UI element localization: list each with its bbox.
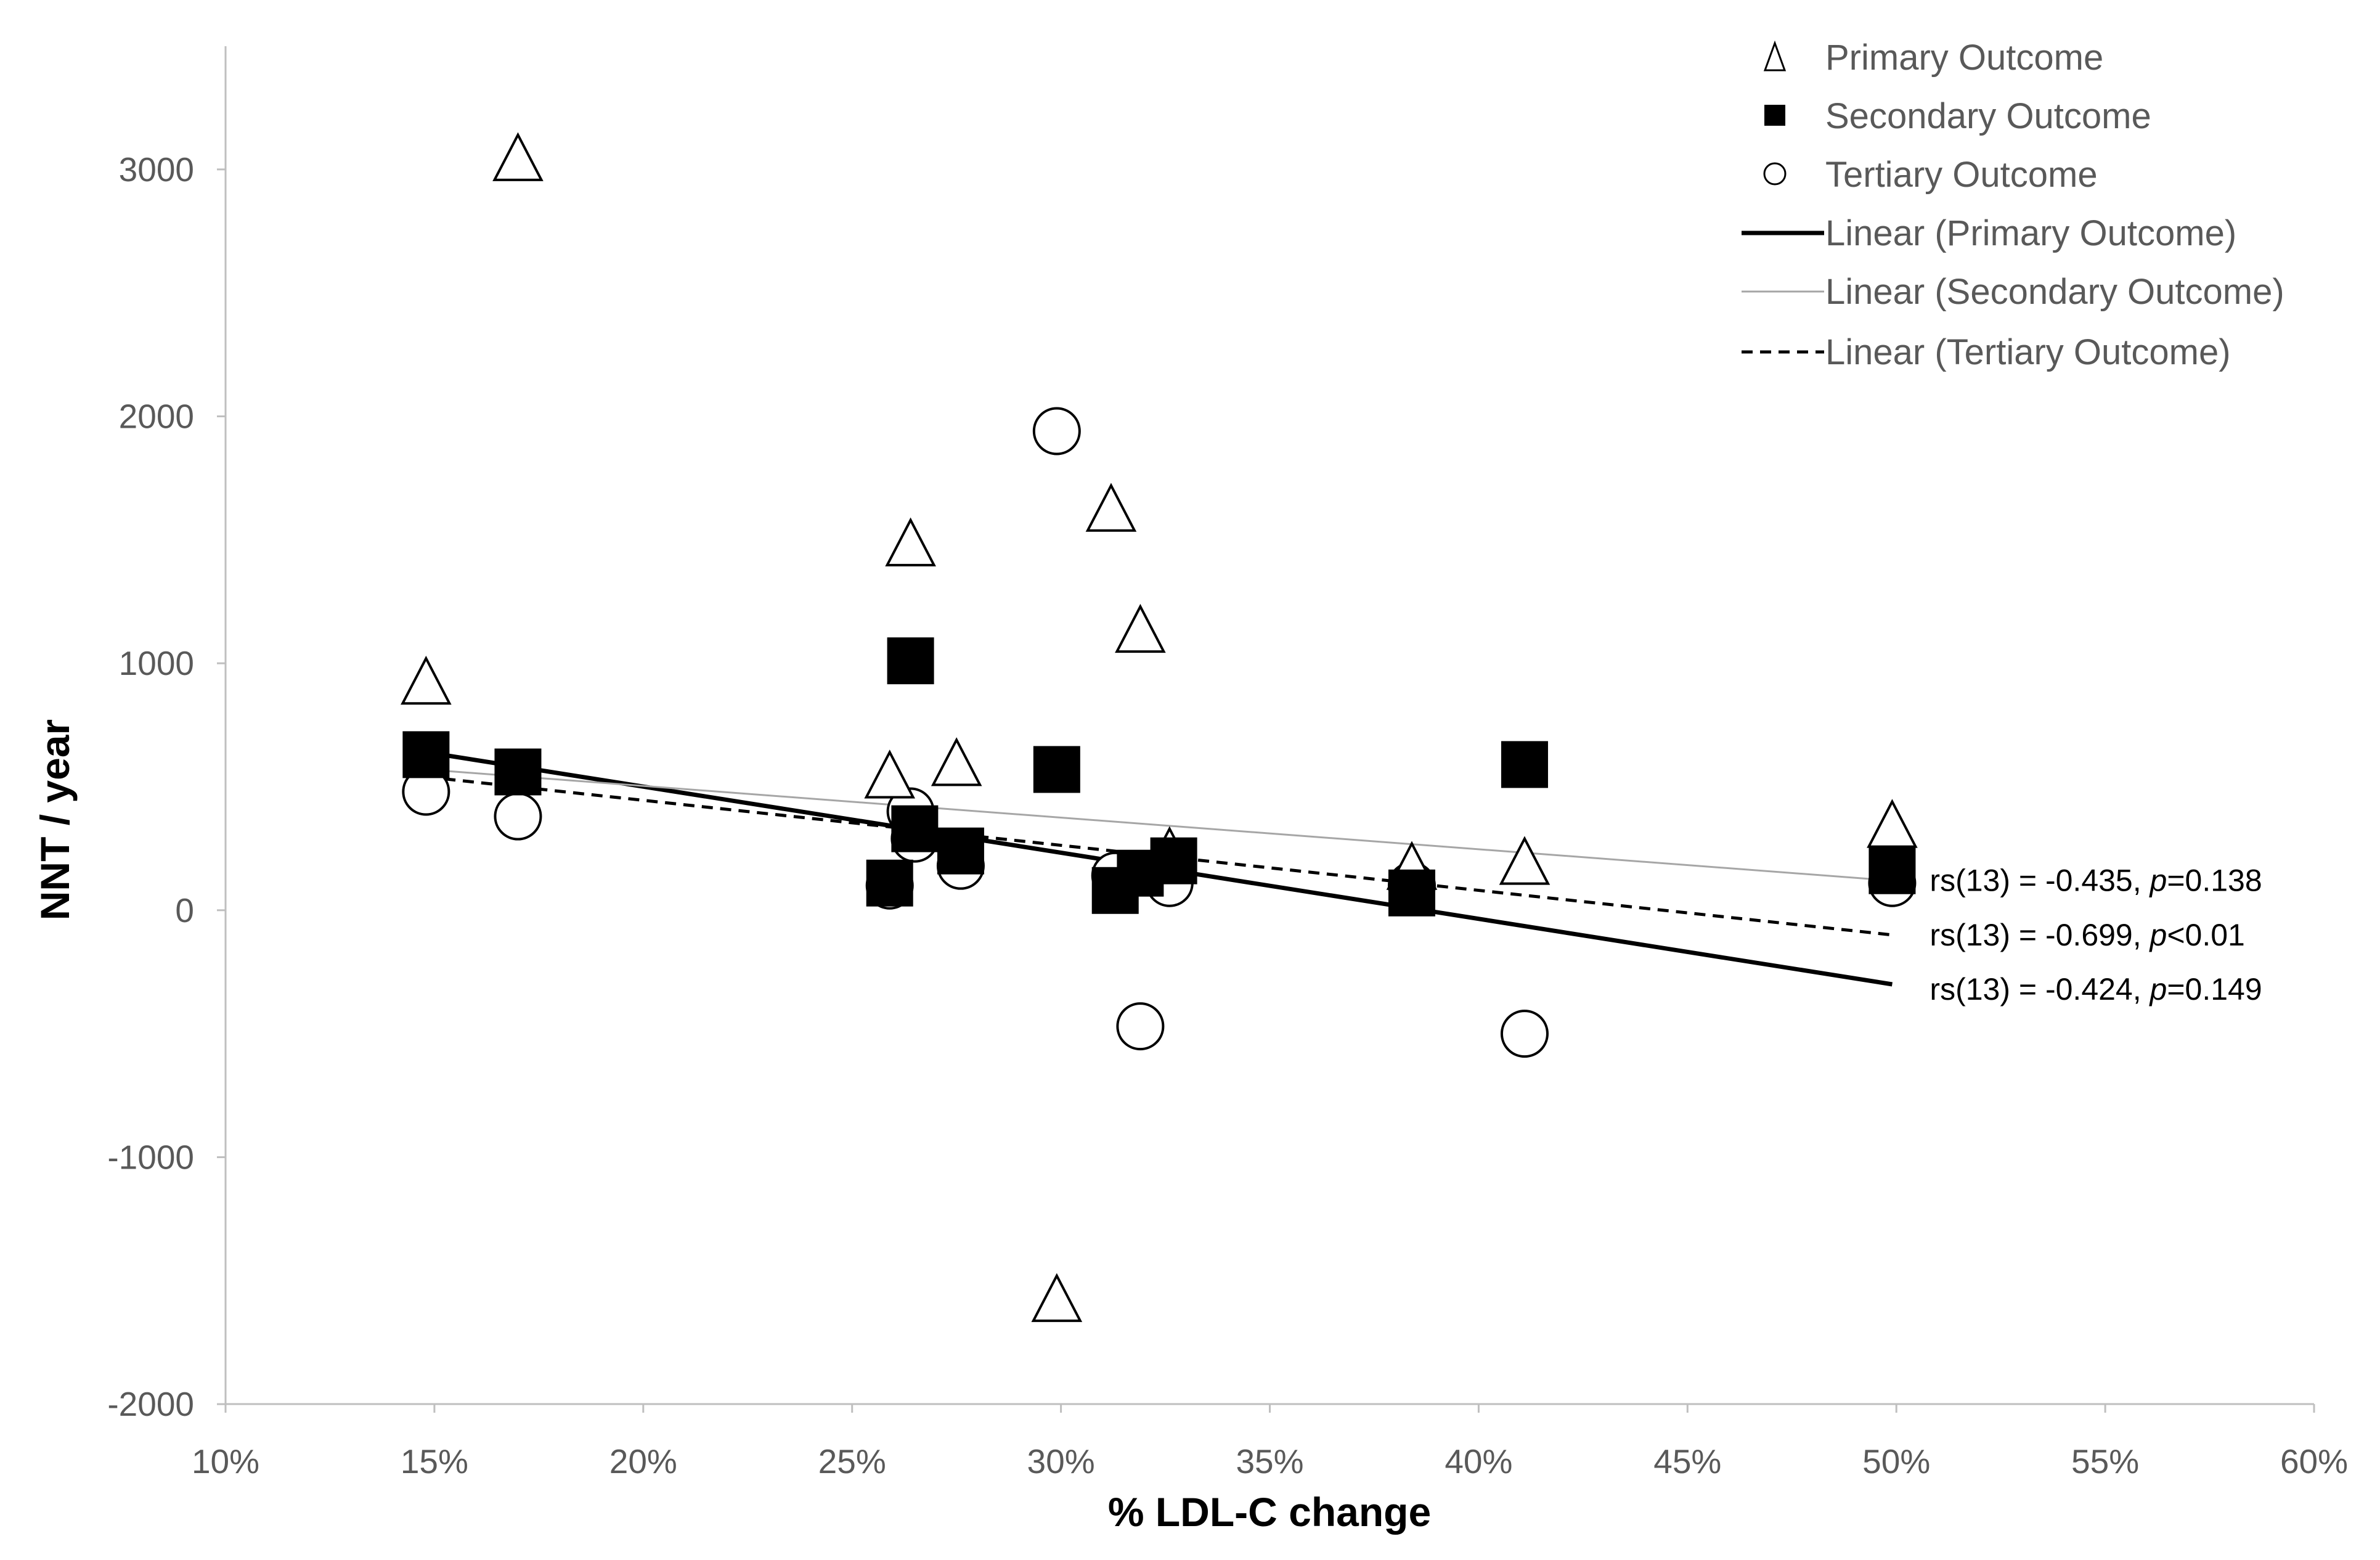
legend-symbol-tertiary (1763, 162, 1787, 186)
correlation-annotation: rs(13) = -0.699, p<0.01 (1930, 918, 2244, 952)
primary-point (885, 517, 936, 566)
x-axis-title: % LDL-C change (1108, 1489, 1431, 1535)
x-tick-label: 45% (1653, 1442, 1721, 1480)
primary-point (492, 132, 544, 181)
primary-point (1031, 1273, 1083, 1322)
tertiary-point (494, 792, 542, 841)
primary-point (1115, 603, 1166, 653)
primary-point (931, 737, 982, 786)
x-tick-label: 25% (818, 1442, 886, 1480)
x-tick-label: 60% (2280, 1442, 2348, 1480)
primary-point (1085, 483, 1137, 532)
y-axis-ticks: -2000 -1000 0 1000 2000 3000 (107, 150, 226, 1423)
secondary-point (1869, 847, 1916, 894)
primary-point (401, 655, 452, 705)
correlation-annotation: rs(13) = -0.435, p=0.138 (1930, 864, 2262, 898)
annotation-prefix: rs(13) = -0.424, (1930, 972, 2150, 1007)
y-tick-label: 1000 (119, 644, 194, 682)
annotation-p-symbol: p (2149, 864, 2167, 898)
secondary-point (866, 859, 913, 907)
legend-label-primary: Primary Outcome (1825, 38, 2103, 78)
legend-label-primary-trend: Linear (Primary Outcome) (1825, 213, 2236, 253)
x-tick-label: 35% (1236, 1442, 1303, 1480)
x-tick-label: 55% (2071, 1442, 2139, 1480)
x-tick-label: 40% (1445, 1442, 1512, 1480)
secondary-point (1501, 741, 1548, 788)
legend-label-tertiary-trend: Linear (Tertiary Outcome) (1825, 332, 2231, 372)
secondary-point (1388, 869, 1435, 917)
legend-label-secondary-trend: Linear (Secondary Outcome) (1825, 272, 2284, 312)
trendline-secondary (426, 768, 1893, 882)
tertiary-point (1116, 1002, 1165, 1051)
annotation-p-value: <0.01 (2167, 918, 2245, 952)
annotation-p-value: =0.138 (2167, 864, 2262, 898)
secondary-point (1033, 746, 1080, 793)
x-tick-label: 15% (401, 1442, 468, 1480)
y-tick-label: -2000 (107, 1385, 194, 1423)
x-tick-label: 20% (609, 1442, 677, 1480)
legend-label-tertiary: Tertiary Outcome (1825, 155, 2098, 195)
trendline-tertiary (426, 775, 1893, 937)
y-axis-title: NNT / year (32, 719, 78, 920)
annotation-p-value: =0.149 (2167, 972, 2262, 1007)
secondary-point (891, 805, 939, 852)
y-tick-label: 0 (175, 891, 194, 929)
legend-symbol-primary (1763, 40, 1787, 71)
annotation-p-symbol: p (2149, 918, 2167, 952)
legend-symbol-secondary (1764, 105, 1785, 126)
y-tick-label: 3000 (119, 150, 194, 189)
x-tick-label: 50% (1862, 1442, 1930, 1480)
x-axis-ticks: 10% 15% 20% 25% 30% 35% 40% 45% 50% 55% 60% (192, 1404, 2348, 1480)
y-tick-label: -1000 (107, 1138, 194, 1176)
annotation-p-symbol: p (2149, 972, 2167, 1007)
annotation-prefix: rs(13) = -0.435, (1930, 864, 2150, 898)
annotation-prefix: rs(13) = -0.699, (1930, 918, 2150, 952)
data-points (401, 132, 1918, 1322)
primary-point (864, 749, 915, 799)
tertiary-point (1500, 1010, 1549, 1058)
correlation-annotation: rs(13) = -0.424, p=0.149 (1930, 972, 2262, 1007)
x-tick-label: 10% (192, 1442, 259, 1480)
secondary-point (937, 827, 984, 875)
secondary-point (402, 731, 450, 778)
x-tick-label: 30% (1027, 1442, 1095, 1480)
secondary-point (1150, 837, 1197, 884)
tertiary-point (1032, 407, 1081, 455)
secondary-point (494, 748, 542, 796)
legend-label-secondary: Secondary Outcome (1825, 96, 2151, 136)
secondary-point (887, 637, 934, 685)
primary-point (1867, 799, 1918, 848)
legend: Primary Outcome Secondary Outcome Tertia… (1742, 38, 2284, 372)
y-tick-label: 2000 (119, 398, 194, 436)
primary-point (1499, 836, 1551, 885)
